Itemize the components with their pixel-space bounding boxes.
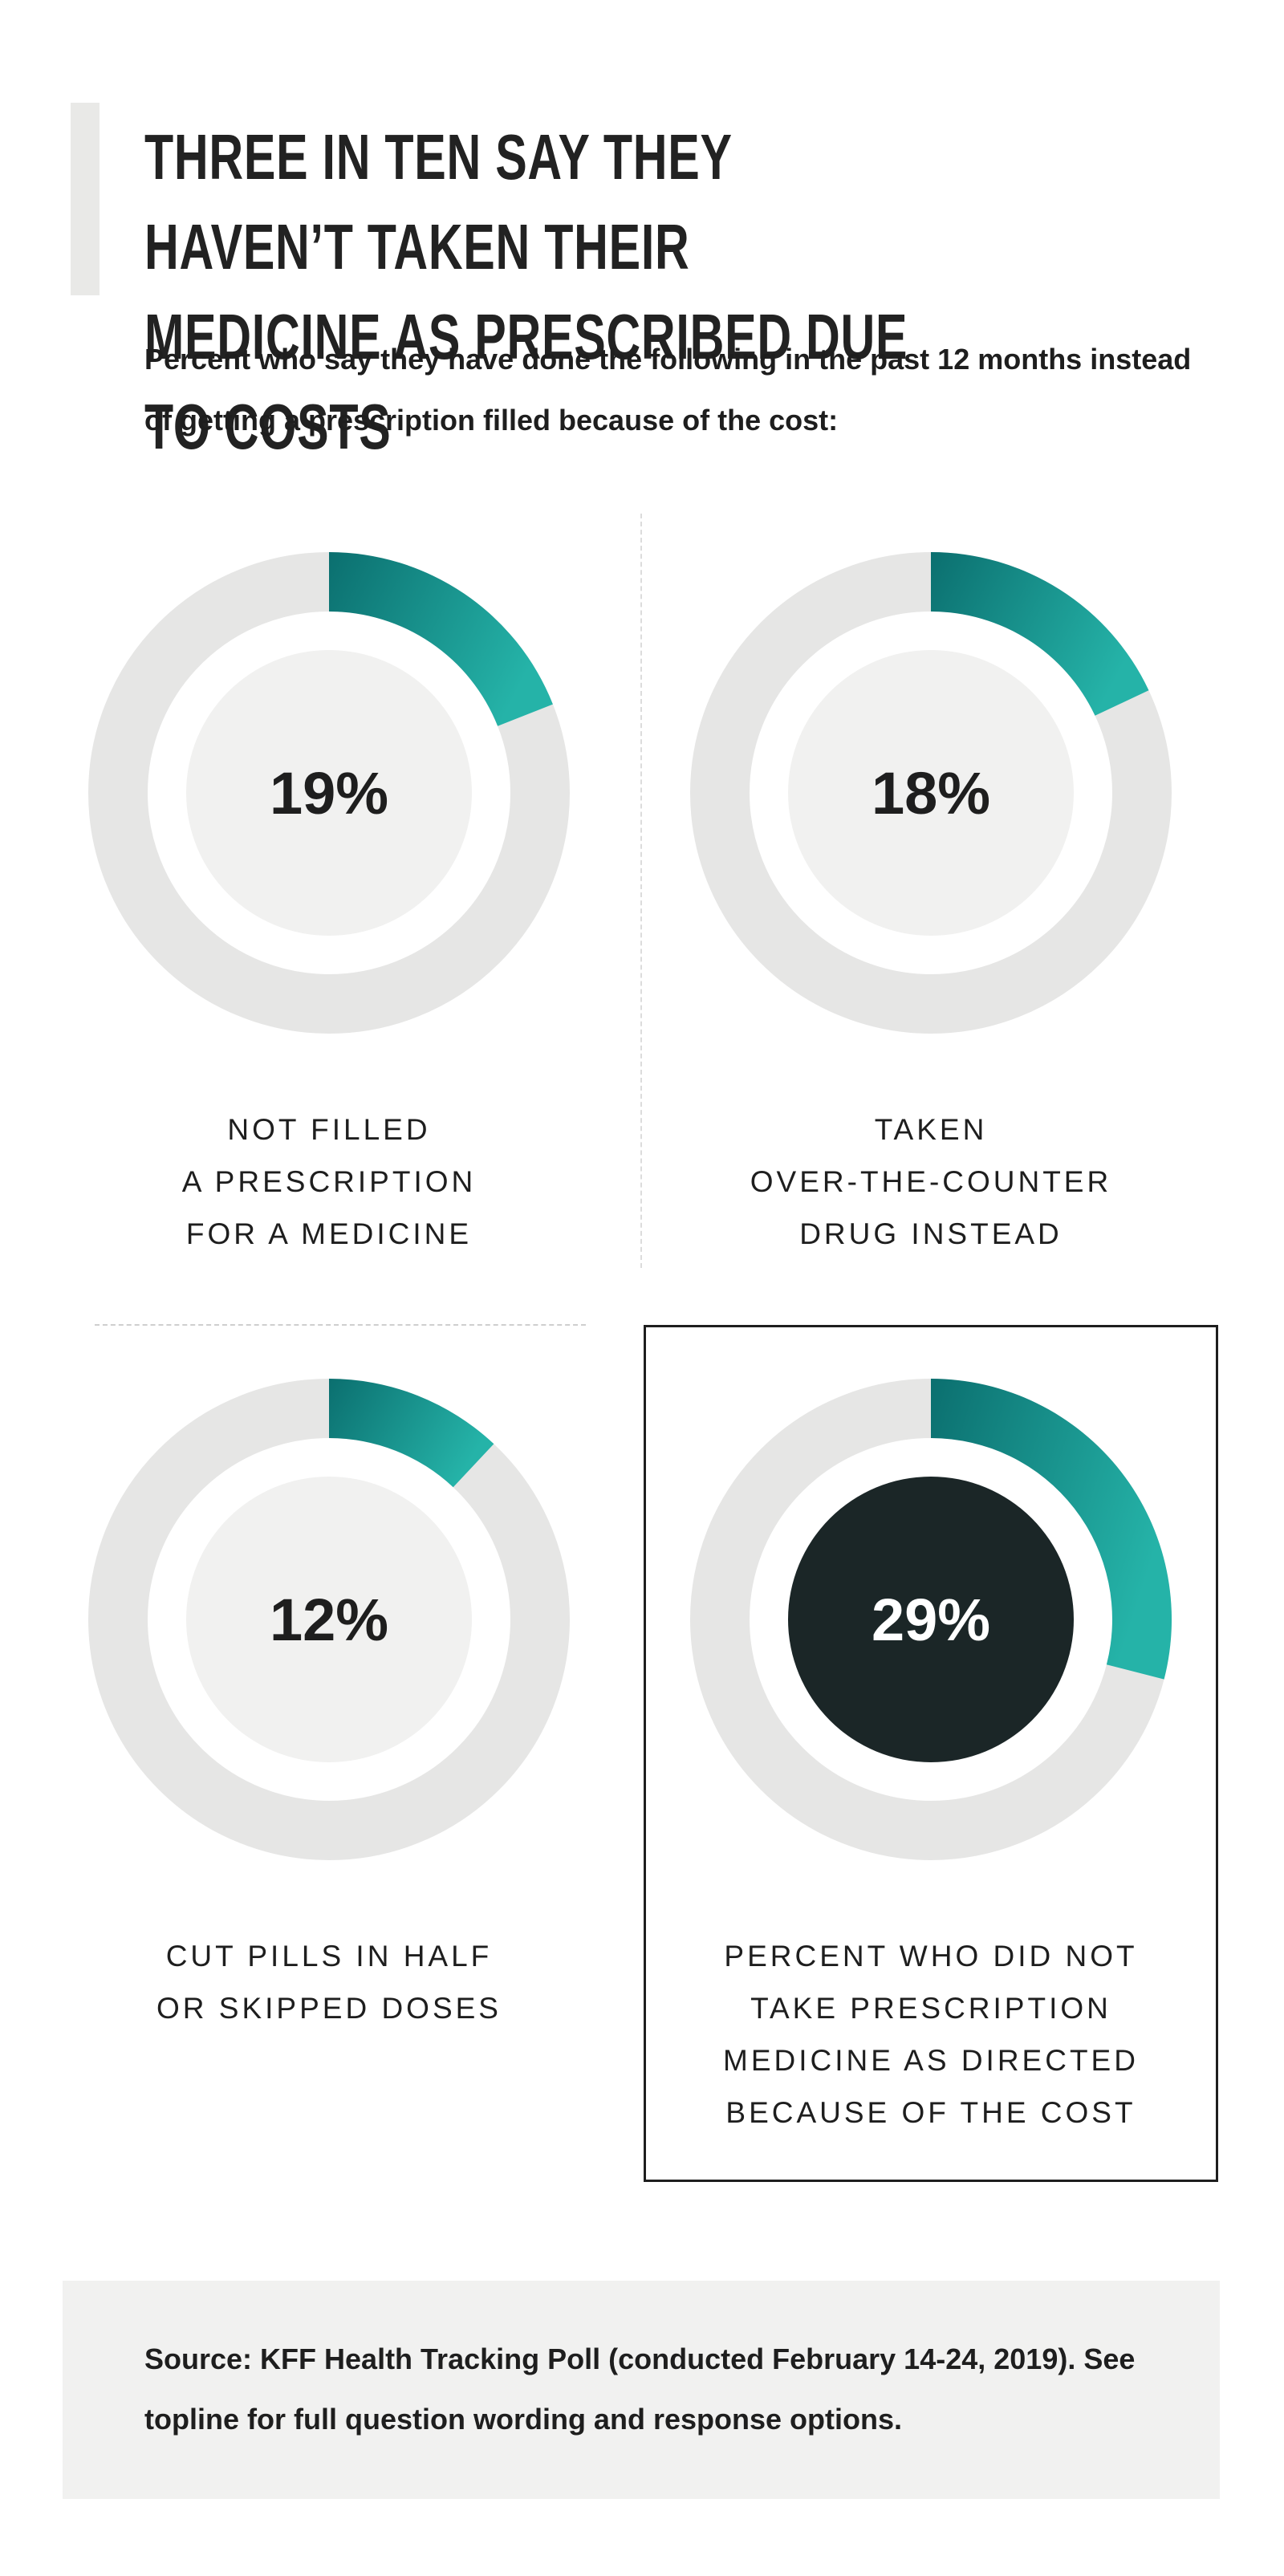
donut-chart: 12% [88, 1379, 570, 1860]
page-title: THREE IN TEN SAY THEY HAVEN’T TAKEN THEI… [144, 121, 908, 462]
donut-category-label: TAKEN OVER-THE-COUNTER DRUG INSTEAD [750, 1113, 1112, 1250]
donut-chart: 19% [88, 552, 570, 1034]
donut-chart: 18% [690, 552, 1172, 1034]
source-text: KFF Health Tracking Poll (conducted Febr… [144, 2342, 1136, 2436]
donut-category-label: PERCENT WHO DID NOT TAKE PRESCRIPTION ME… [723, 1940, 1139, 2129]
donut-value-arc [329, 552, 553, 726]
donut-value-label: 12% [270, 1587, 388, 1653]
donut-center [186, 1477, 472, 1762]
donut-category-label: CUT PILLS IN HALF OR SKIPPED DOSES [156, 1940, 502, 2025]
source-box [63, 2281, 1220, 2499]
donut-value-label: 19% [270, 760, 388, 827]
donut-value-arc [931, 552, 1149, 716]
donut-center [186, 650, 472, 936]
title-accent-bar [71, 103, 100, 295]
donut-center [788, 650, 1074, 936]
source-label: Source: [144, 2342, 253, 2375]
highlight-box [644, 1325, 1218, 2182]
donut-value-label: 18% [872, 760, 990, 827]
source-note: Source: KFF Health Tracking Poll (conduc… [144, 2329, 1188, 2449]
donut-value-arc [329, 1379, 494, 1488]
donut-value-label: 29% [872, 1587, 990, 1653]
donut-value-arc [931, 1379, 1172, 1680]
donut-center [788, 1477, 1074, 1762]
donut-chart: 29% [690, 1379, 1172, 1860]
page-subtitle: Percent who say they have done the follo… [144, 343, 1192, 437]
donut-category-label: NOT FILLED A PRESCRIPTION FOR A MEDICINE [181, 1113, 477, 1250]
horizontal-divider [95, 1324, 586, 1326]
vertical-divider [640, 514, 642, 1268]
